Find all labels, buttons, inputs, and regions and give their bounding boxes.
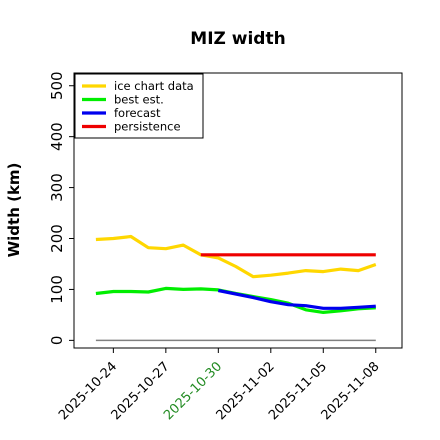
y-axis-ticks: 0 100 200 300 400 500 <box>48 71 74 345</box>
series-line-forecast <box>217 288 376 310</box>
legend-label: ice chart data <box>114 79 194 93</box>
series-lines <box>95 234 377 342</box>
y-tick-label: 400 <box>48 122 66 151</box>
chart-title: MIZ width <box>190 29 285 49</box>
y-axis-label: Width (km) <box>5 163 23 258</box>
plot-area-frame <box>73 72 403 349</box>
y-tick-label: 300 <box>48 173 66 202</box>
legend-label: persistence <box>114 120 181 134</box>
x-axis-ticks: 2025-10-242025-10-272025-10-302025-11-02… <box>56 348 383 423</box>
y-tick-label: 500 <box>48 71 66 100</box>
y-tick-label: 100 <box>48 275 66 304</box>
series-line-ice-chart-data <box>95 234 377 279</box>
y-tick-label: 200 <box>48 224 66 253</box>
legend-label: best est. <box>114 93 164 107</box>
legend-label: forecast <box>114 106 161 120</box>
y-tick-label: 0 <box>48 336 66 346</box>
